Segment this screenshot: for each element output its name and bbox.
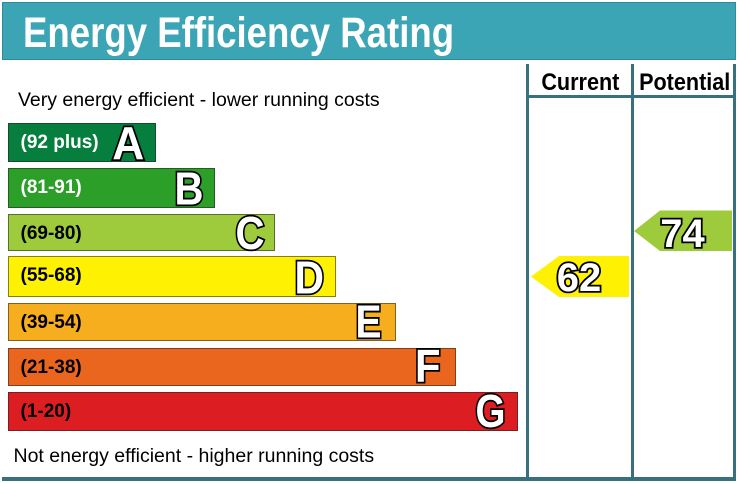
svg-text:74: 74 [660,212,705,256]
svg-text:B: B [175,163,204,215]
svg-text:G: G [476,385,506,437]
svg-text:62: 62 [557,256,602,300]
svg-text:D: D [295,252,325,304]
svg-text:A: A [112,117,144,169]
svg-text:C: C [236,207,265,259]
svg-text:F: F [415,340,441,392]
svg-text:E: E [356,296,382,348]
